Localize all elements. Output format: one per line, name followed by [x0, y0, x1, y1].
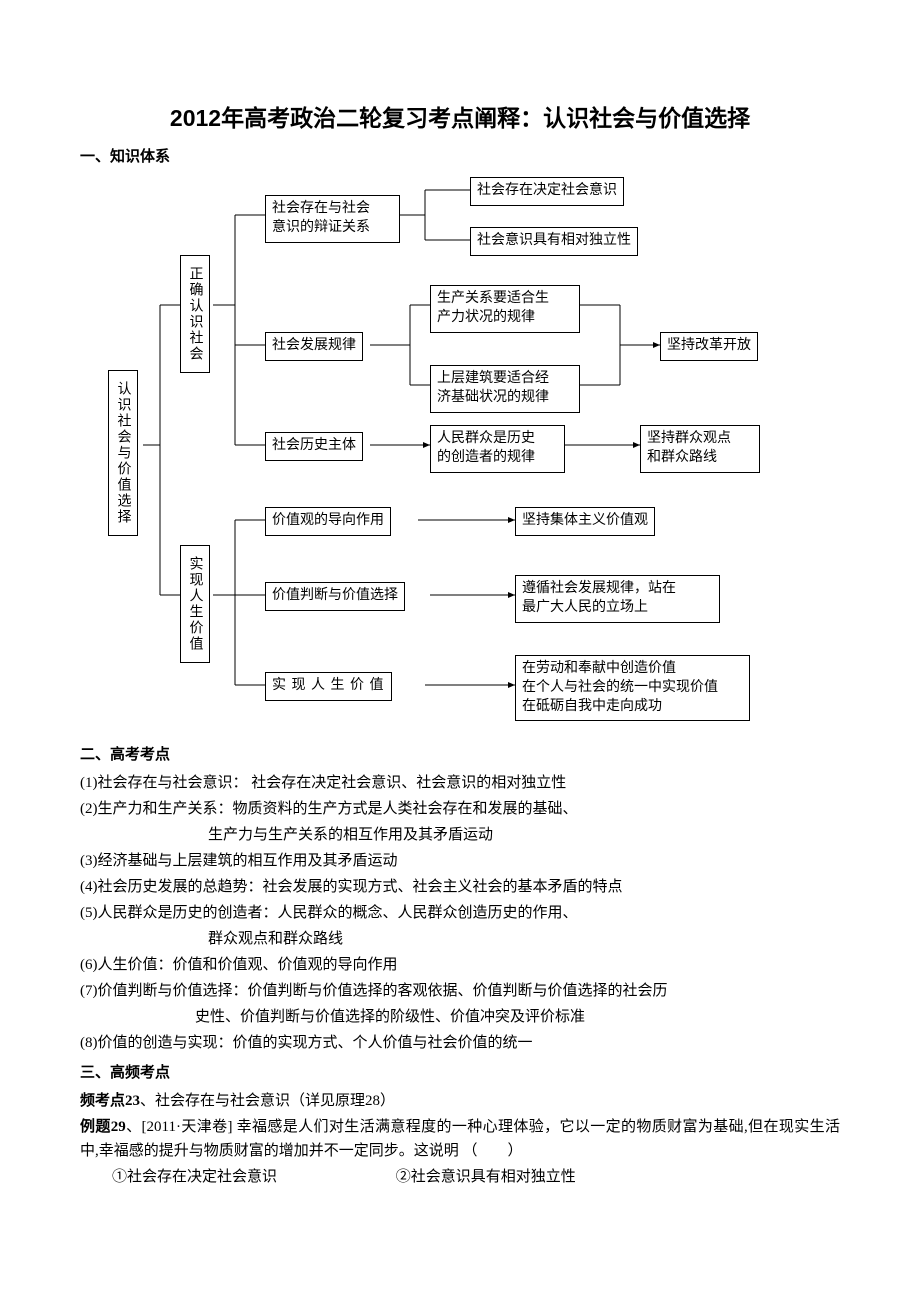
freq-23-label: 频考点23	[80, 1093, 140, 1109]
kp-8: (8)价值的创造与实现：价值的实现方式、个人价值与社会价值的统一	[80, 1031, 840, 1055]
freq-23: 频考点23、社会存在与社会意识（详见原理28）	[80, 1089, 840, 1113]
node-b2-n2: 价值判断与价值选择	[265, 582, 405, 611]
kp-5b: 群众观点和群众路线	[80, 927, 840, 951]
node-b2-n3-r: 在劳动和奉献中创造价值 在个人与社会的统一中实现价值 在砥砺自我中走向成功	[515, 655, 750, 722]
freq-23-rest: 、社会存在与社会意识（详见原理28）	[140, 1093, 395, 1109]
node-root: 认识社会与价值选择	[108, 370, 138, 536]
section-3-head: 三、高频考点	[80, 1061, 840, 1085]
node-b1-n2-r: 坚持改革开放	[660, 332, 758, 361]
node-b2-n1-r: 坚持集体主义价值观	[515, 507, 655, 536]
section-2-head: 二、高考考点	[80, 743, 840, 767]
section-1-head: 一、知识体系	[80, 145, 840, 169]
kp-1: (1)社会存在与社会意识： 社会存在决定社会意识、社会意识的相对独立性	[80, 771, 840, 795]
node-b2-n2-r: 遵循社会发展规律，站在 最广大人民的立场上	[515, 575, 720, 623]
page-title: 2012年高考政治二轮复习考点阐释：认识社会与价值选择	[80, 100, 840, 137]
node-branch-2: 实现人生价值	[180, 545, 210, 663]
options-row: ①社会存在决定社会意识 ②社会意识具有相对独立性	[80, 1165, 840, 1189]
node-b1-n3-r: 坚持群众观点 和群众路线	[640, 425, 760, 473]
kp-2b: 生产力与生产关系的相互作用及其矛盾运动	[80, 823, 840, 847]
node-b1-n1-c1: 社会存在决定社会意识	[470, 177, 624, 206]
knowledge-diagram: 认识社会与价值选择 正确认识社会 实现人生价值 社会存在与社会 意识的辩证关系 …	[80, 175, 840, 735]
node-b1-n3: 社会历史主体	[265, 432, 363, 461]
node-b1-n1: 社会存在与社会 意识的辩证关系	[265, 195, 400, 243]
node-b1-n1-c2: 社会意识具有相对独立性	[470, 227, 638, 256]
option-2: ②社会意识具有相对独立性	[396, 1169, 576, 1185]
node-b2-n3: 实 现 人 生 价 值	[265, 672, 392, 701]
kp-7: (7)价值判断与价值选择：价值判断与价值选择的客观依据、价值判断与价值选择的社会…	[80, 979, 840, 1003]
kp-7b: 史性、价值判断与价值选择的阶级性、价值冲突及评价标准	[80, 1005, 840, 1029]
node-b1-n3-c1: 人民群众是历史 的创造者的规律	[430, 425, 565, 473]
node-b1-n2-c2: 上层建筑要适合经 济基础状况的规律	[430, 365, 580, 413]
node-b2-n1: 价值观的导向作用	[265, 507, 391, 536]
node-b1-n2-c1: 生产关系要适合生 产力状况的规律	[430, 285, 580, 333]
ex-29-label: 例题29	[80, 1119, 126, 1135]
node-b1-n2: 社会发展规律	[265, 332, 363, 361]
kp-6: (6)人生价值：价值和价值观、价值观的导向作用	[80, 953, 840, 977]
kp-5: (5)人民群众是历史的创造者：人民群众的概念、人民群众创造历史的作用、	[80, 901, 840, 925]
ex-29-rest: 、[2011·天津卷] 幸福感是人们对生活满意程度的一种心理体验，它以一定的物质…	[80, 1119, 840, 1159]
node-branch-1: 正确认识社会	[180, 255, 210, 373]
option-1: ①社会存在决定社会意识	[112, 1165, 392, 1189]
kp-4: (4)社会历史发展的总趋势：社会发展的实现方式、社会主义社会的基本矛盾的特点	[80, 875, 840, 899]
kp-3: (3)经济基础与上层建筑的相互作用及其矛盾运动	[80, 849, 840, 873]
example-29: 例题29、[2011·天津卷] 幸福感是人们对生活满意程度的一种心理体验，它以一…	[80, 1115, 840, 1163]
kp-2: (2)生产力和生产关系：物质资料的生产方式是人类社会存在和发展的基础、	[80, 797, 840, 821]
